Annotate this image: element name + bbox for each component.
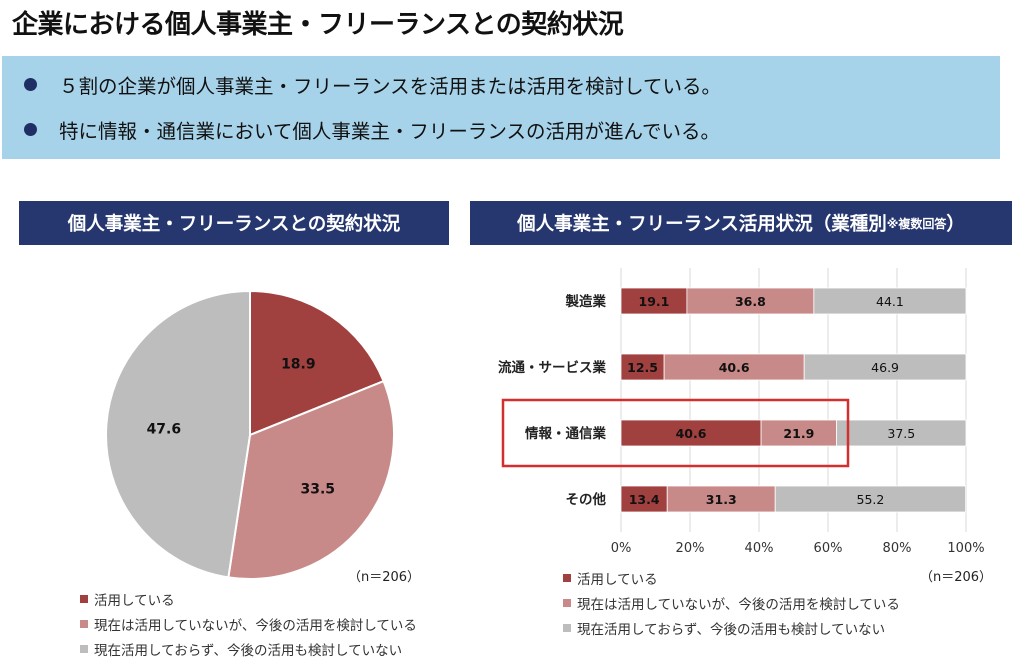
bar-segment — [803, 353, 967, 381]
legend-label: 現在活用しておらず、今後の活用も検討していない — [577, 621, 886, 638]
summary-box: ５割の企業が個人事業主・フリーランスを活用または活用を検討している。 特に情報・… — [2, 56, 1000, 159]
pie-legend: 活用している現在は活用していないが、今後の活用を検討している 現在活用しておらず、… — [80, 586, 417, 661]
x-tick-label: 40% — [745, 541, 774, 556]
bar-segment — [620, 485, 668, 513]
pie-slice-label: 47.6 — [147, 421, 182, 437]
legend-swatch-icon — [563, 623, 571, 632]
bar-legend: 活用している現在は活用していないが、今後の活用を検討している 現在活用しておらず、… — [563, 565, 900, 640]
legend-label: 現在は活用していないが、今後の活用を検討している — [94, 617, 417, 634]
bar-segment — [620, 353, 665, 381]
bar-segment — [813, 287, 967, 315]
bar-segment — [836, 419, 967, 447]
pie-panel-header: 個人事業主・フリーランスとの契約状況 — [19, 201, 449, 245]
highlight-box — [501, 398, 850, 468]
pie-slice-label: 18.9 — [281, 356, 316, 372]
pie-slice-label: 33.5 — [300, 482, 335, 498]
x-tick-label: 60% — [814, 541, 843, 556]
bar-value-label: 31.3 — [706, 492, 737, 507]
bar-value-label: 46.9 — [871, 360, 899, 375]
pie-slice — [105, 289, 251, 579]
bar-value-label: 40.6 — [676, 426, 707, 441]
category-label: 流通・サービス業 — [498, 359, 606, 376]
legend-swatch-icon — [80, 619, 88, 628]
legend-label: 現在活用しておらず、今後の活用も検討していない — [94, 642, 403, 659]
bar-panel-header: 個人事業主・フリーランス活用状況（業種別 ※複数回答） — [470, 201, 1012, 245]
legend-swatch-icon — [563, 598, 571, 607]
legend-item: 現在は活用していないが、今後の活用を検討している — [80, 611, 417, 636]
bar-segment — [760, 419, 838, 447]
summary-bullet-text: ５割の企業が個人事業主・フリーランスを活用または活用を検討している。 — [59, 75, 722, 98]
bar-header-close: ） — [946, 214, 965, 235]
legend-item: 現在は活用していないが、今後の活用を検討している — [563, 590, 900, 615]
bar-value-label: 13.4 — [629, 492, 660, 507]
bullet-dot-icon — [24, 78, 37, 91]
bar-segment — [620, 419, 762, 447]
legend-item: 活用している — [80, 586, 417, 611]
legend-item: 現在活用しておらず、今後の活用も検討していない — [563, 615, 900, 640]
bar-value-label: 55.2 — [857, 492, 885, 507]
bar-value-label: 44.1 — [876, 294, 904, 309]
bar-value-label: 37.5 — [887, 426, 915, 441]
legend-item: 現在活用しておらず、今後の活用も検討していない — [80, 636, 417, 661]
bar-value-label: 12.5 — [627, 360, 658, 375]
bar-value-label: 21.9 — [783, 426, 814, 441]
bar-segment — [686, 287, 815, 315]
pie-slice — [249, 289, 385, 437]
legend-label: 活用している — [577, 571, 658, 588]
legend-label: 現在は活用していないが、今後の活用を検討している — [577, 596, 900, 613]
legend-swatch-icon — [80, 644, 88, 653]
bar-n-label: （n＝206） — [920, 570, 993, 585]
legend-item: 活用している — [563, 565, 900, 590]
category-label: 情報・通信業 — [525, 425, 606, 442]
legend-label: 活用している — [94, 592, 175, 609]
bar-value-label: 40.6 — [719, 360, 750, 375]
bar-value-label: 36.8 — [735, 294, 766, 309]
summary-bullet: 特に情報・通信業において個人事業主・フリーランスの活用が進んでいる。 — [24, 115, 720, 144]
summary-bullet-text: 特に情報・通信業において個人事業主・フリーランスの活用が進んでいる。 — [59, 120, 721, 143]
stacked-bar-chart: 0% 20% 40% 60% 80% 100% 製造業 19.1 36.8 44.1 流通・サービス… — [498, 268, 985, 556]
legend-swatch-icon — [563, 573, 571, 582]
summary-bullet: ５割の企業が個人事業主・フリーランスを活用または活用を検討している。 — [24, 70, 721, 99]
bullet-dot-icon — [24, 123, 37, 136]
x-tick-label: 80% — [883, 541, 912, 556]
x-tick-label: 20% — [676, 541, 705, 556]
x-tick-label: 100% — [947, 541, 984, 556]
pie-n-label: （n＝206） — [348, 570, 421, 585]
pie-slice — [227, 379, 395, 580]
bar-value-label: 19.1 — [639, 294, 670, 309]
bar-header-main: 個人事業主・フリーランス活用状況（業種別 — [517, 214, 887, 235]
bar-segment — [666, 485, 776, 513]
category-label: 製造業 — [565, 293, 607, 310]
pie-chart: 18.9 33.5 47.6 — [105, 289, 395, 580]
bar-header-note: ※複数回答 — [886, 216, 947, 231]
x-tick-label: 0% — [611, 541, 632, 556]
bar-segment — [620, 287, 688, 315]
bar-segment — [663, 353, 805, 381]
category-label: その他 — [566, 491, 607, 508]
legend-swatch-icon — [80, 594, 88, 603]
bar-segment — [774, 485, 967, 513]
page-title: 企業における個人事業主・フリーランスとの契約状況 — [12, 10, 624, 40]
